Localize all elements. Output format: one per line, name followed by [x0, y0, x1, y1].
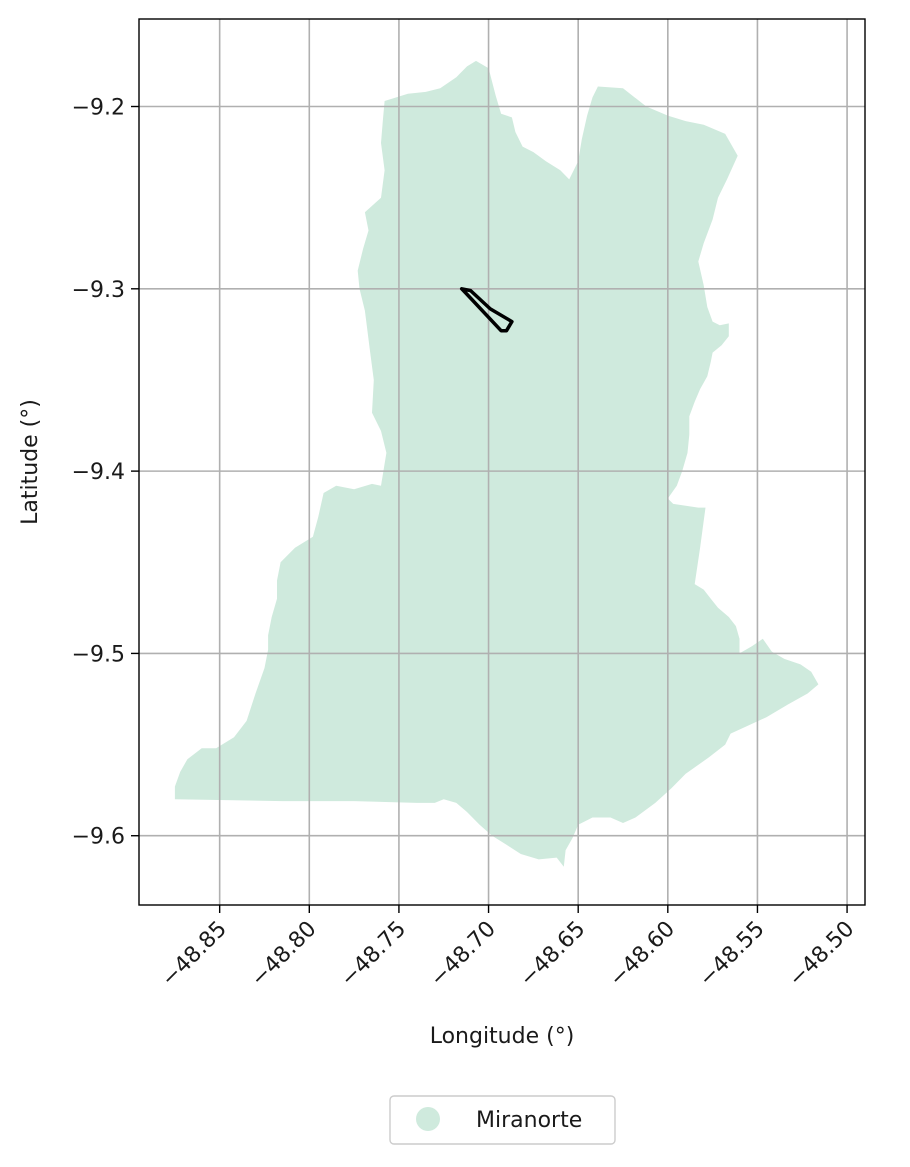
x-tick-label: −48.70 [426, 917, 501, 992]
plot-frame [138, 18, 866, 906]
x-tick-label: −48.55 [694, 917, 769, 992]
grid-layer [139, 19, 865, 905]
x-tick-label: −48.65 [515, 917, 590, 992]
region-miranorte-shape [174, 60, 819, 867]
legend-marker-miranorte [416, 1107, 440, 1131]
y-tick-label: −9.4 [72, 460, 125, 485]
x-axis-label: Longitude (°) [430, 1024, 575, 1049]
y-tick-label: −9.2 [72, 96, 125, 121]
x-tick-label: −48.75 [336, 917, 411, 992]
y-tick-label: −9.3 [72, 278, 125, 303]
y-tick-label: −9.5 [72, 642, 125, 667]
region-layer [174, 60, 819, 867]
highlight-outline [459, 287, 514, 333]
x-tick-label: −48.85 [157, 917, 232, 992]
y-tick-label: −9.6 [72, 825, 125, 850]
x-tick-label: −48.50 [784, 917, 859, 992]
x-tick-label: −48.80 [246, 917, 321, 992]
x-tick-label: −48.60 [605, 917, 680, 992]
y-axis-label: Latitude (°) [18, 399, 43, 525]
legend-label-miranorte: Miranorte [476, 1108, 582, 1133]
legend: Miranorte [389, 1095, 616, 1145]
legend-frame [389, 1095, 616, 1145]
